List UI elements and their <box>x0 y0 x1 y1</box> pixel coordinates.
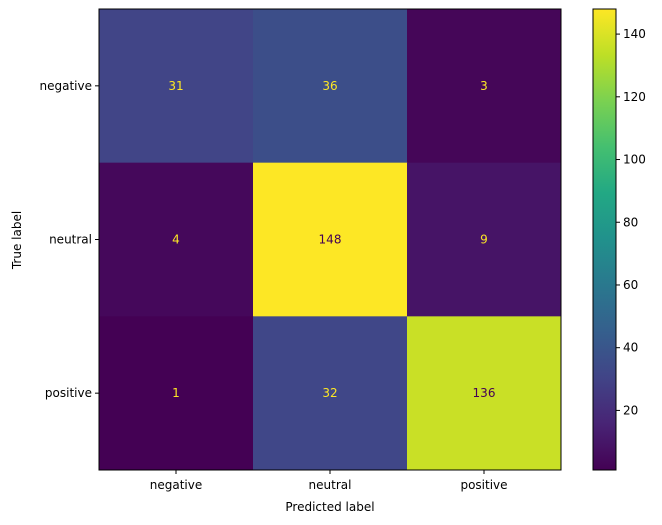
x-tick-label: positive <box>460 478 507 492</box>
colorbar-tick-label: 60 <box>623 278 638 292</box>
colorbar-ticks: 20 40 60 80 100 120 140 <box>616 27 646 417</box>
colorbar <box>592 8 617 471</box>
cell-value-label: 136 <box>473 386 496 400</box>
y-axis-ticks: negative neutral positive <box>40 79 99 400</box>
y-tick-label: neutral <box>49 233 92 247</box>
colorbar-tick-label: 80 <box>623 215 638 229</box>
cell-value-label: 148 <box>319 233 342 247</box>
heatmap-cell <box>99 162 254 317</box>
cell-value-label: 36 <box>322 79 337 93</box>
heatmap-cell <box>99 316 254 471</box>
colorbar-tick-label: 140 <box>623 27 646 41</box>
heatmap-cell <box>407 316 562 471</box>
colorbar-tick-label: 100 <box>623 153 646 167</box>
cell-value-label: 32 <box>322 386 337 400</box>
colorbar-tick-label: 40 <box>623 341 638 355</box>
heatmap-cell <box>253 9 408 164</box>
cell-value-label: 3 <box>480 79 488 93</box>
heatmap-cell <box>407 162 562 317</box>
cell-value-label: 1 <box>172 386 180 400</box>
cell-value-label: 9 <box>480 233 488 247</box>
colorbar-tick-label: 20 <box>623 403 638 417</box>
x-tick-label: negative <box>150 478 202 492</box>
cell-value-label: 4 <box>172 233 180 247</box>
heatmap-cell <box>99 9 254 164</box>
heatmap-cells: 31 36 3 4 148 9 1 32 136 <box>99 9 562 471</box>
x-axis-ticks: negative neutral positive <box>150 470 508 492</box>
heatmap-cell <box>407 9 562 164</box>
cell-value-label: 31 <box>168 79 183 93</box>
y-tick-label: positive <box>45 386 92 400</box>
y-tick-label: negative <box>40 79 92 93</box>
y-axis-label: True label <box>10 211 24 270</box>
x-tick-label: neutral <box>309 478 352 492</box>
colorbar-tick-label: 120 <box>623 90 646 104</box>
heatmap-cell <box>253 316 408 471</box>
x-axis-label: Predicted label <box>285 500 374 514</box>
heatmap-cell <box>253 162 408 317</box>
